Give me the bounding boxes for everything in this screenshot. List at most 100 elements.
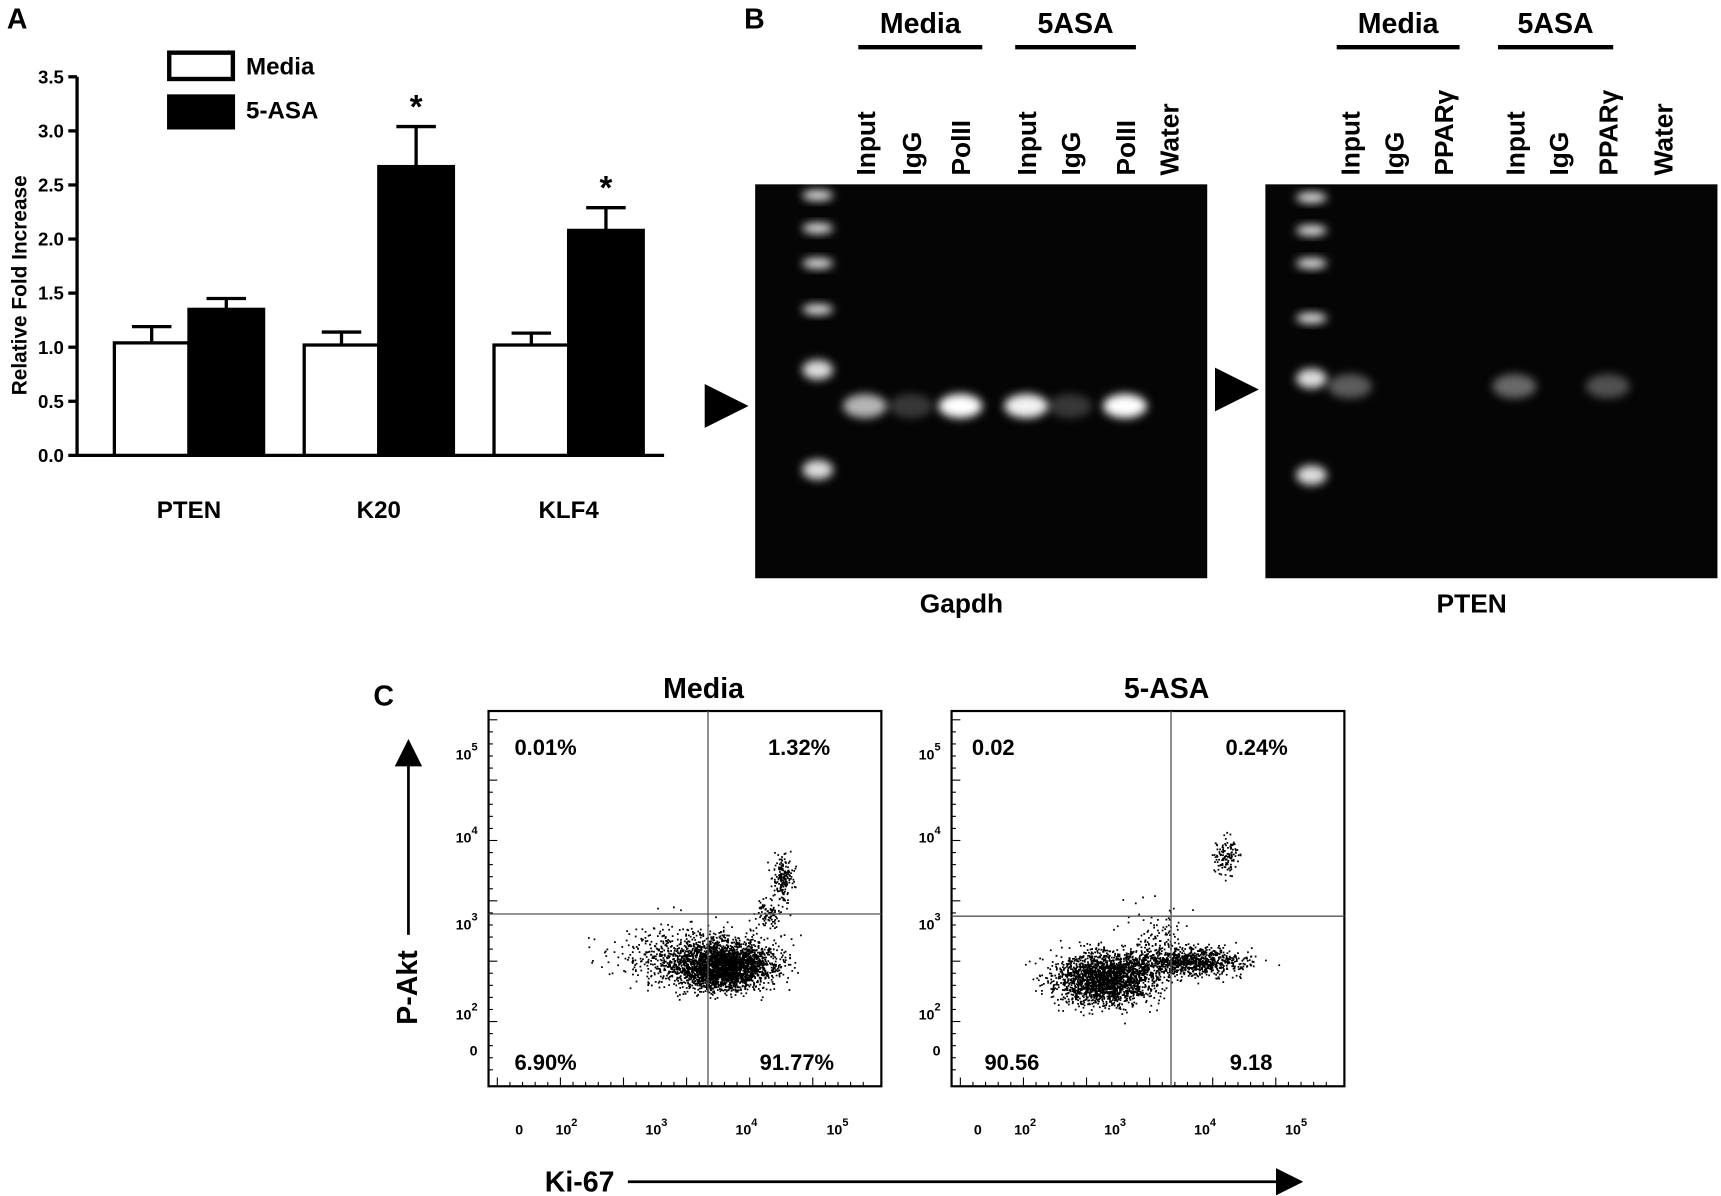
tick-base: 10 [456, 747, 472, 763]
panel-label: B [744, 4, 765, 36]
lane-label: IgG [897, 132, 927, 176]
quadrant-percent: 91.77% [760, 1050, 834, 1075]
y-axis-label: P-Akt [392, 950, 424, 1025]
tick-exp: 2 [471, 1002, 477, 1014]
dna-band [1585, 374, 1630, 399]
bar [302, 343, 381, 458]
tick-base: 10 [1014, 1123, 1030, 1139]
tick-label: 105 [826, 1117, 848, 1139]
tick-exp: 4 [934, 825, 941, 837]
tick-label: 0 [933, 1044, 941, 1060]
y-tick-label: 2.5 [38, 175, 64, 196]
tick-base: 10 [1104, 1123, 1120, 1139]
ladder-band [802, 303, 834, 315]
lane-label: Water [1155, 103, 1185, 175]
tick-base: 10 [919, 917, 935, 933]
tick-label: 104 [735, 1117, 758, 1139]
tick-label: 0 [515, 1123, 523, 1139]
legend-swatch [167, 50, 236, 82]
quadrant-percent: 1.32% [768, 735, 830, 760]
plot-title: Media [663, 673, 745, 705]
tick-label: 0 [470, 1044, 478, 1060]
ladder-band [1296, 368, 1327, 389]
tick-label: 105 [1285, 1117, 1307, 1139]
tick-base: 0 [974, 1123, 982, 1139]
group-label: Media [1358, 8, 1440, 40]
x-tick-label: KLF4 [538, 497, 599, 524]
lane-label: Input [851, 111, 881, 176]
bar [377, 164, 456, 458]
tick-label: 103 [456, 912, 478, 934]
tick-exp: 5 [934, 742, 940, 754]
gel-caption: Gapdh [920, 588, 1003, 618]
tick-label: 102 [555, 1117, 577, 1139]
tick-exp: 2 [571, 1117, 577, 1129]
y-tick-label: 3.0 [38, 120, 64, 141]
bar [112, 341, 191, 458]
tick-base: 10 [735, 1123, 751, 1139]
quadrant-percent: 9.18 [1230, 1050, 1273, 1075]
plot-frame [487, 709, 883, 1088]
dna-band [1102, 393, 1147, 419]
quadrant-percent: 0.01% [514, 735, 576, 760]
ladder-band [1296, 257, 1327, 269]
tick-base: 10 [826, 1123, 842, 1139]
tick-label: 104 [1194, 1117, 1217, 1139]
ladder-band [1296, 465, 1327, 485]
lane-label: PolII [1111, 120, 1141, 176]
group-label: 5ASA [1518, 8, 1594, 40]
y-tick-label: 3.5 [38, 66, 64, 87]
y-tick-label: 0.5 [38, 391, 64, 412]
y-tick-label: 0.0 [38, 445, 64, 466]
tick-base: 10 [456, 1007, 472, 1023]
tick-exp: 2 [934, 1002, 940, 1014]
y-tick-label: 2.0 [38, 229, 64, 250]
tick-base: 10 [456, 917, 472, 933]
dna-band [1048, 393, 1093, 419]
panel-label: A [7, 4, 28, 36]
plot-title: 5-ASA [1124, 673, 1210, 705]
dna-band [1004, 393, 1049, 419]
tick-exp: 5 [842, 1117, 848, 1129]
bar [187, 307, 266, 458]
lane-label: IgG [1056, 132, 1086, 176]
lane-label: Input [1012, 111, 1042, 176]
tick-label: 104 [456, 825, 479, 847]
dna-band [889, 393, 933, 419]
lane-label: Input [1500, 111, 1530, 176]
gel-image [755, 184, 1208, 579]
event-cloud [1024, 831, 1281, 1025]
ladder-band [1296, 224, 1327, 236]
tick-label: 102 [1014, 1117, 1036, 1139]
lane-label: PPARγ [1594, 89, 1624, 175]
quadrant-percent: 0.24% [1226, 735, 1288, 760]
tick-base: 10 [456, 831, 472, 847]
event-cloud [587, 850, 802, 1002]
tick-exp: 2 [1030, 1117, 1036, 1129]
tick-exp: 5 [471, 742, 477, 754]
tick-exp: 3 [661, 1117, 667, 1129]
tick-label: 102 [919, 1002, 941, 1024]
tick-base: 10 [1285, 1123, 1301, 1139]
lane-label: PPARγ [1429, 89, 1459, 175]
tick-base: 10 [919, 747, 935, 763]
y-tick-label: 1.0 [38, 337, 64, 358]
legend-swatch [167, 94, 236, 130]
quadrant-percent: 6.90% [514, 1050, 576, 1075]
tick-exp: 5 [1301, 1117, 1307, 1129]
tick-exp: 4 [751, 1117, 758, 1129]
bar [492, 343, 571, 458]
tick-label: 103 [1104, 1117, 1126, 1139]
y-tick-label: 1.5 [38, 283, 64, 304]
ladder-band [1296, 192, 1327, 203]
tick-label: 103 [645, 1117, 667, 1139]
tick-exp: 3 [471, 912, 477, 924]
tick-base: 0 [933, 1044, 941, 1060]
tick-exp: 4 [1210, 1117, 1217, 1129]
group-label: 5ASA [1038, 8, 1114, 40]
quadrant-percent: 0.02 [972, 735, 1015, 760]
tick-label: 102 [456, 1002, 478, 1024]
bar [566, 228, 645, 458]
tick-base: 10 [1194, 1123, 1210, 1139]
